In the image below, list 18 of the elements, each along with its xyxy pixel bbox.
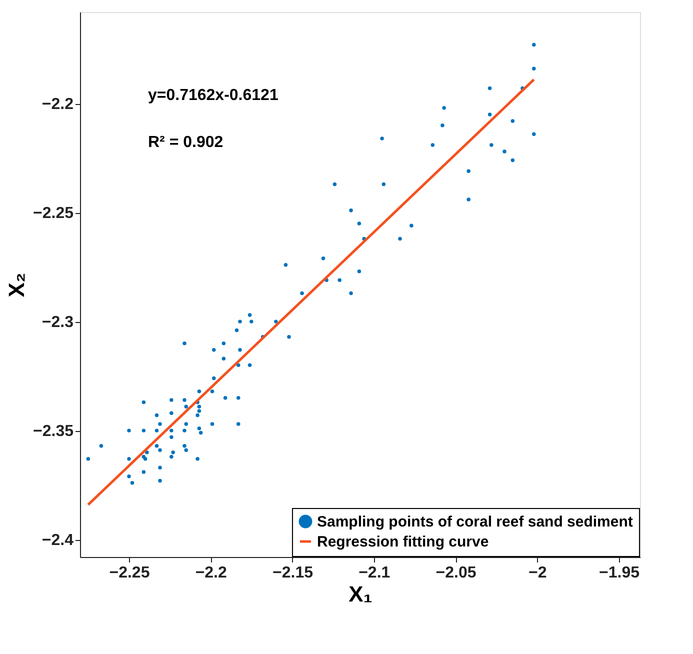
x-tick-label: −2.25 (109, 564, 150, 582)
x-tick-label: −2.05 (436, 564, 476, 582)
x-tick-label: −2.2 (195, 564, 228, 582)
x-tick-label: −1.95 (599, 564, 640, 582)
y-tick-label: −2.3 (42, 314, 74, 332)
x-axis-title: X₁ (348, 582, 372, 606)
x-tick-label: −2.15 (272, 564, 314, 582)
annotation: y=0.7162x-0.6121 (148, 87, 278, 104)
y-tick-label: −2.35 (33, 423, 74, 440)
y-tick-label: −2.2 (42, 96, 74, 114)
y-tick-label: −2.4 (42, 532, 74, 550)
x-tick-label: −2 (528, 564, 547, 582)
legend-label: Sampling points of coral reef sand sediment (317, 514, 633, 530)
y-axis-title: X₂ (4, 272, 30, 298)
annotation: R² = 0.902 (148, 134, 224, 151)
x-tick-label: −2.1 (358, 564, 390, 582)
y-tick-label: −2.25 (33, 205, 74, 222)
legend-label: Regression fitting curve (317, 534, 489, 550)
